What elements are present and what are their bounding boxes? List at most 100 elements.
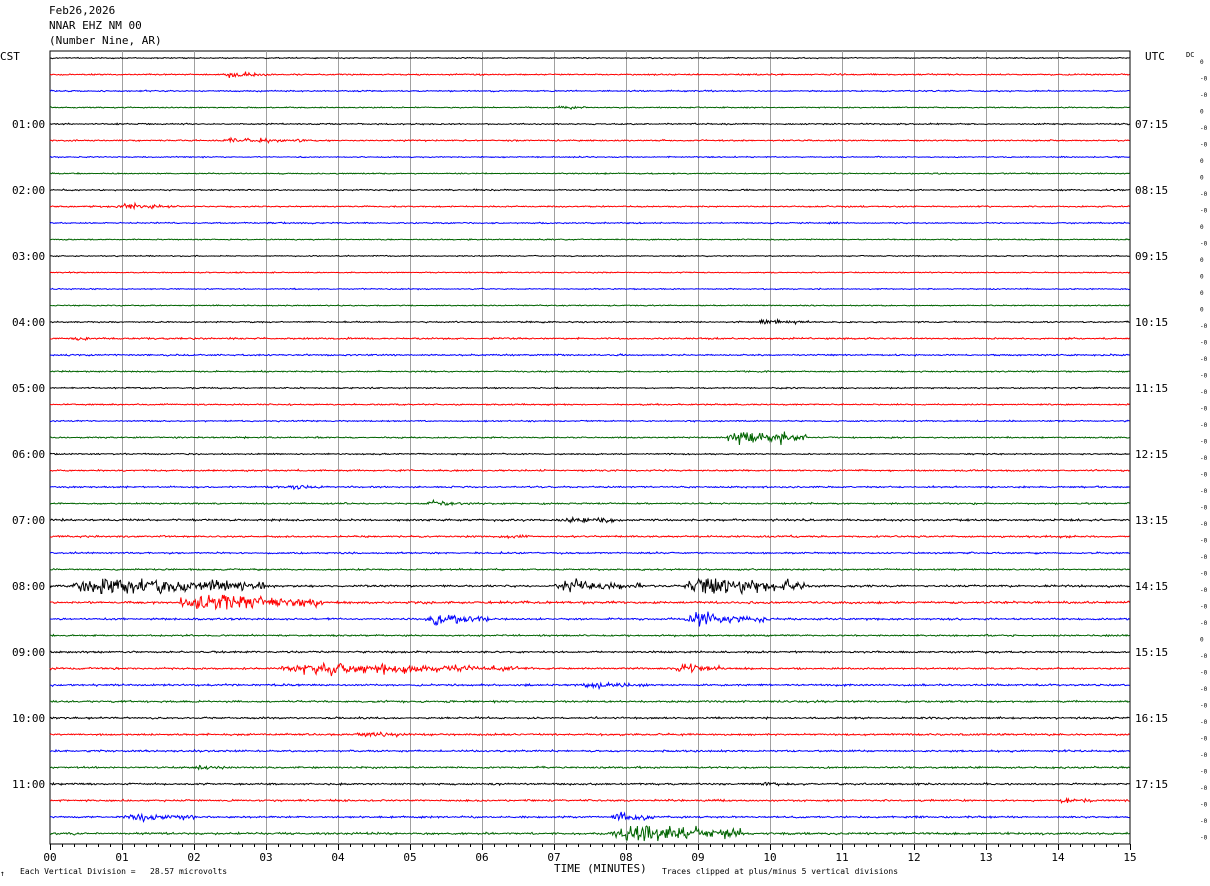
dc-offset-value: 0 bbox=[1200, 274, 1204, 281]
dc-offset-value: -0 bbox=[1200, 356, 1208, 363]
x-tick-label: 01 bbox=[115, 851, 128, 864]
seismic-trace bbox=[49, 271, 1130, 274]
seismic-trace bbox=[49, 353, 1130, 357]
dc-offset-value: 0 bbox=[1200, 224, 1204, 231]
utc-hour-label: 12:15 bbox=[1135, 448, 1168, 461]
dc-offset-value: -0 bbox=[1200, 340, 1208, 347]
dc-offset-value: 0 bbox=[1200, 158, 1204, 165]
seismic-trace bbox=[49, 825, 1130, 842]
dc-offset-value: -0 bbox=[1200, 406, 1208, 413]
seismic-trace bbox=[49, 681, 1130, 691]
seismic-trace bbox=[49, 468, 1130, 473]
dc-offset-value: -0 bbox=[1200, 488, 1208, 495]
seismic-trace bbox=[49, 577, 1130, 596]
dc-offset-value: -0 bbox=[1200, 719, 1208, 726]
dc-offset-value: -0 bbox=[1200, 472, 1208, 479]
seismic-trace bbox=[49, 515, 1130, 524]
dc-offset-value: 0 bbox=[1200, 175, 1204, 182]
x-tick-label: 03 bbox=[259, 851, 272, 864]
x-tick-label: 07 bbox=[547, 851, 560, 864]
seismic-trace bbox=[49, 254, 1130, 258]
dc-offset-value: 0 bbox=[1200, 257, 1204, 264]
dc-offset-value: -0 bbox=[1200, 323, 1208, 330]
x-tick-label: 09 bbox=[691, 851, 704, 864]
dc-offset-value: -0 bbox=[1200, 785, 1208, 792]
dc-offset-value: -0 bbox=[1200, 373, 1208, 380]
dc-offset-value: -0 bbox=[1200, 769, 1208, 776]
seismic-trace bbox=[49, 386, 1130, 390]
seismic-trace bbox=[49, 317, 1130, 326]
dc-offset-value: -0 bbox=[1200, 818, 1208, 825]
seismic-trace bbox=[49, 484, 1130, 491]
seismic-trace bbox=[49, 71, 1130, 78]
utc-hour-label: 16:15 bbox=[1135, 712, 1168, 725]
seismic-trace bbox=[49, 567, 1130, 572]
cst-hour-label: 07:00 bbox=[12, 514, 45, 527]
x-tick-label: 00 bbox=[43, 851, 56, 864]
seismic-trace bbox=[49, 633, 1130, 638]
dc-offset-value: -0 bbox=[1200, 554, 1208, 561]
trace-group bbox=[49, 56, 1130, 842]
seismic-trace bbox=[49, 419, 1130, 423]
dc-offset-value: -0 bbox=[1200, 571, 1208, 578]
seismic-trace bbox=[49, 611, 1130, 627]
dc-offset-value: 0 bbox=[1200, 637, 1204, 644]
axis-label-group: 00 01 02 03 04 05 06 07 08 09 10 11 12 13 14 150-0-00-0… bbox=[12, 59, 1208, 864]
corner-mark: ↑ bbox=[0, 869, 5, 878]
location-label: (Number Nine, AR) bbox=[49, 34, 162, 47]
seismic-trace bbox=[49, 715, 1130, 721]
utc-hour-label: 08:15 bbox=[1135, 184, 1168, 197]
x-tick-label: 12 bbox=[907, 851, 920, 864]
dc-offset-value: -0 bbox=[1200, 125, 1208, 132]
seismic-trace bbox=[49, 649, 1130, 655]
utc-hour-label: 15:15 bbox=[1135, 646, 1168, 659]
x-tick-label: 14 bbox=[1051, 851, 1065, 864]
x-tick-label: 15 bbox=[1123, 851, 1136, 864]
cst-hour-label: 05:00 bbox=[12, 382, 45, 395]
dc-offset-value: 0 bbox=[1200, 109, 1204, 116]
seismic-trace bbox=[49, 811, 1130, 823]
seismic-trace bbox=[49, 122, 1130, 126]
scale-note: Each Vertical Division = 28.57 microvolt… bbox=[20, 867, 228, 876]
x-tick-label: 02 bbox=[187, 851, 200, 864]
dc-offset-value: -0 bbox=[1200, 653, 1208, 660]
cst-hour-label: 08:00 bbox=[12, 580, 45, 593]
dc-offset-value: -0 bbox=[1200, 208, 1208, 215]
dc-offset-value: -0 bbox=[1200, 736, 1208, 743]
dc-label: DC bbox=[1186, 51, 1195, 59]
cst-hour-label: 11:00 bbox=[12, 778, 45, 791]
cst-hour-label: 09:00 bbox=[12, 646, 45, 659]
dc-offset-value: -0 bbox=[1200, 752, 1208, 759]
dc-offset-value: -0 bbox=[1200, 620, 1208, 627]
station-label: NNAR EHZ NM 00 bbox=[49, 19, 142, 32]
dc-offset-value: -0 bbox=[1200, 521, 1208, 528]
dc-offset-value: -0 bbox=[1200, 439, 1208, 446]
cst-hour-label: 02:00 bbox=[12, 184, 45, 197]
seismic-trace bbox=[49, 498, 1130, 507]
dc-offset-value: -0 bbox=[1200, 703, 1208, 710]
seismic-trace bbox=[49, 171, 1130, 176]
dc-offset-value: -0 bbox=[1200, 538, 1208, 545]
dc-offset-value: -0 bbox=[1200, 455, 1208, 462]
date-label: Feb26,2026 bbox=[49, 4, 116, 17]
cst-hour-label: 06:00 bbox=[12, 448, 45, 461]
dc-offset-value: -0 bbox=[1200, 422, 1208, 429]
dc-offset-value: -0 bbox=[1200, 505, 1208, 512]
dc-offset-value: -0 bbox=[1200, 686, 1208, 693]
cst-label: CST bbox=[0, 50, 20, 63]
dc-offset-value: -0 bbox=[1200, 835, 1208, 842]
seismic-trace bbox=[49, 661, 1130, 677]
dc-offset-value: -0 bbox=[1200, 142, 1208, 149]
seismic-trace bbox=[49, 731, 1130, 739]
utc-hour-label: 07:15 bbox=[1135, 118, 1168, 131]
clip-note: Traces clipped at plus/minus 5 vertical … bbox=[662, 867, 899, 876]
dc-offset-value: -0 bbox=[1200, 670, 1208, 677]
seismic-trace bbox=[49, 699, 1130, 704]
seismic-trace bbox=[49, 402, 1130, 407]
seismic-trace bbox=[49, 201, 1130, 211]
seismic-trace bbox=[49, 89, 1130, 93]
seismic-trace bbox=[49, 781, 1130, 787]
dc-offset-value: -0 bbox=[1200, 76, 1208, 83]
x-tick-label: 06 bbox=[475, 851, 488, 864]
seismic-trace bbox=[49, 550, 1130, 555]
